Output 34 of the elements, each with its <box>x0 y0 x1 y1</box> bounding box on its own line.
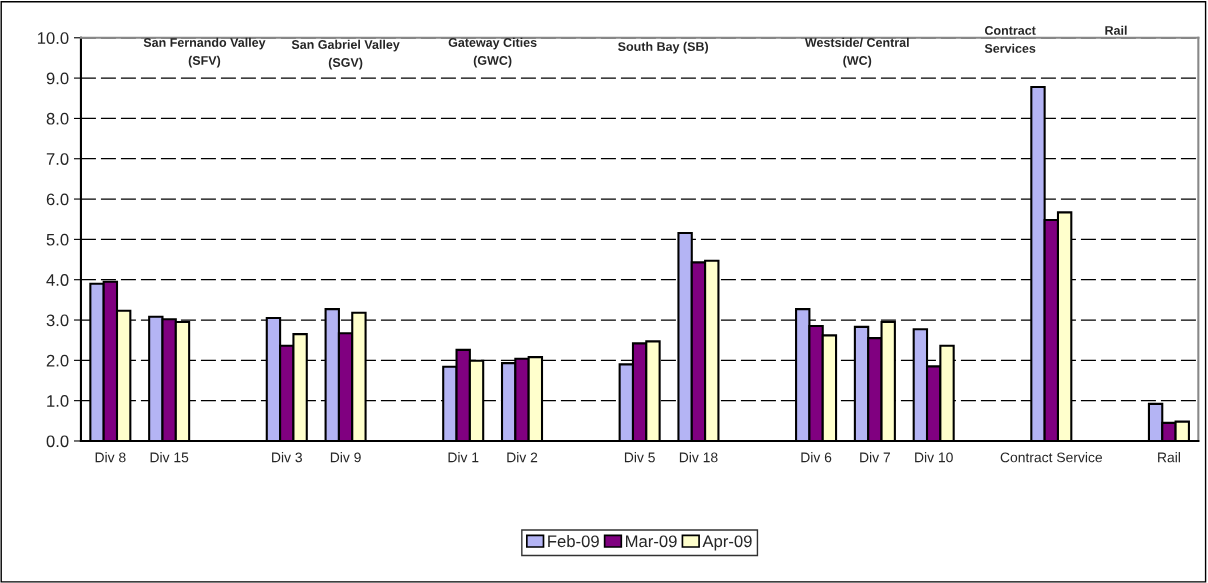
x-tick-label: Div 15 <box>150 452 189 463</box>
y-tick-label: 10.0 <box>37 32 69 44</box>
y-tick-label: 6.0 <box>46 193 69 206</box>
x-tick-label: Div 6 <box>801 452 832 463</box>
x-tick-label: Div 7 <box>860 452 890 463</box>
text: Rail <box>1105 25 1127 35</box>
annotation: South Bay (SB) <box>618 41 709 54</box>
legend-label: Apr-09 <box>702 535 752 551</box>
y-tick-label: 0.0 <box>46 435 69 448</box>
annotation: San Gabriel Valley (SGV) <box>291 39 400 70</box>
legend-label: Mar-09 <box>626 535 677 548</box>
y-tick-label: 8.0 <box>46 112 69 125</box>
legend-label: Feb-09 <box>548 534 599 548</box>
x-tick-label: Div 8 <box>95 452 126 463</box>
x-tick-label: Contract Service <box>1000 452 1103 463</box>
x-tick-label: Div 1 <box>448 452 479 463</box>
y-tick-label: 2.0 <box>46 354 69 367</box>
x-tick-label: Div 2 <box>507 452 538 463</box>
y-tick-label: 3.0 <box>46 314 69 327</box>
y-tick-label: 1.0 <box>47 395 69 407</box>
y-tick-label: 9.0 <box>46 72 69 85</box>
x-tick-label: Div 18 <box>679 452 718 463</box>
y-tick-label: 5.0 <box>46 233 69 246</box>
y-tick-label: 7.0 <box>46 153 69 165</box>
y-tick-label: 4.0 <box>46 274 69 286</box>
x-tick-label: Div 3 <box>272 452 302 463</box>
annotation: San Fernando Valley (SFV) <box>143 37 266 68</box>
x-tick-label: Div 5 <box>624 452 655 463</box>
x-tick-label: Div 9 <box>330 452 361 463</box>
x-tick-label: Rail <box>1158 452 1180 463</box>
annotation: Westside/ Central (WC) <box>804 37 909 68</box>
annotation: Gateway Cities (GWC) <box>448 37 537 68</box>
x-tick-label: Div 10 <box>915 452 953 463</box>
annotation: Contract Services <box>984 26 1036 53</box>
